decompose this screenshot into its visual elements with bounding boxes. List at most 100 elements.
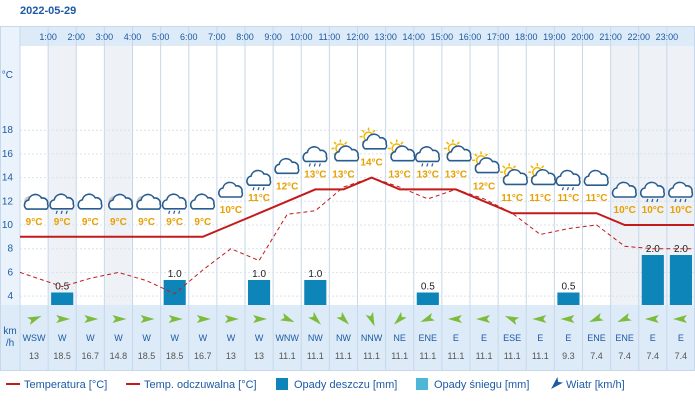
temperature-value-label: 9°C xyxy=(54,217,71,228)
sun-cloud-icon xyxy=(443,139,472,162)
cloud-icon xyxy=(274,157,300,175)
wind-arrow-shape xyxy=(589,313,604,322)
wind-direction-label: ENE xyxy=(587,333,606,343)
legend-wind-shape xyxy=(551,376,564,389)
rain-drop xyxy=(684,198,687,203)
wind-speed-label: 11.1 xyxy=(307,351,324,361)
cloud-icon xyxy=(583,169,609,186)
wind-speed-label: 11.1 xyxy=(448,351,465,361)
cloud-shape xyxy=(136,193,162,210)
y-tick-label: 4 xyxy=(7,291,13,302)
wind-arrow-icon xyxy=(589,313,604,322)
wind-direction-label: WSW xyxy=(23,333,46,343)
sun-ray xyxy=(372,129,376,133)
wind-direction-label: E xyxy=(537,333,543,343)
wind-arrow-shape xyxy=(112,315,127,323)
wind-arrow-shape xyxy=(84,315,99,323)
rain-value-label: 0.5 xyxy=(421,282,435,293)
wind-direction-label: W xyxy=(227,333,236,343)
temperature-value-label: 9°C xyxy=(166,217,183,228)
cloud-shape xyxy=(246,169,272,186)
wind-arrow-shape xyxy=(224,315,239,323)
cloud-shape xyxy=(23,193,49,210)
rain-drop xyxy=(571,186,575,191)
rain-drop xyxy=(252,186,255,191)
hour-label: 23:00 xyxy=(656,32,679,42)
cloud-shape xyxy=(390,145,416,162)
rain-bar xyxy=(51,292,74,305)
wind-arrow-icon xyxy=(644,315,659,323)
wind-speed-label: 11.1 xyxy=(476,351,493,361)
rain-bar xyxy=(416,292,439,305)
partly-cloudy-night-icon xyxy=(136,193,162,210)
legend-feels-like: Temp. odczuwalna [°C] xyxy=(144,379,257,391)
night-column xyxy=(104,46,133,305)
wind-direction-label: NW xyxy=(308,333,323,343)
sun-ray xyxy=(361,129,365,133)
wind-arrow-shape xyxy=(532,315,547,323)
hour-label: 5:00 xyxy=(152,32,170,42)
rain-cloud-icon xyxy=(246,169,272,191)
wind-direction-label: NE xyxy=(393,333,406,343)
hour-label: 1:00 xyxy=(39,32,57,42)
rain-drop xyxy=(262,186,265,191)
temperature-value-label: 12°C xyxy=(276,181,298,192)
partly-cloudy-night-icon xyxy=(23,193,49,210)
temperature-value-label: 11°C xyxy=(586,193,608,204)
hour-label: 17:00 xyxy=(487,32,510,42)
wind-speed-label: 18.5 xyxy=(166,351,184,361)
wind-direction-label: E xyxy=(453,333,459,343)
wind-direction-label: ESE xyxy=(503,333,521,343)
wind-direction-label: W xyxy=(58,333,67,343)
cloud-shape xyxy=(583,169,609,186)
rain-drop xyxy=(257,186,260,191)
sun-ray xyxy=(541,165,545,169)
sun-ray xyxy=(512,165,517,169)
cloud-shape xyxy=(474,157,500,174)
wind-arrow-shape xyxy=(420,313,435,322)
wind-direction-label: W xyxy=(86,333,95,343)
wind-arrow-shape xyxy=(308,311,321,325)
wind-arrow-icon xyxy=(447,315,462,323)
wind-arrow-icon xyxy=(168,315,183,323)
temperature-value-label: 13°C xyxy=(304,169,326,180)
wind-speed-label: 16.7 xyxy=(82,351,100,361)
wind-arrow-shape xyxy=(394,311,407,325)
wind-arrow-icon xyxy=(394,311,407,325)
wind-arrow-icon xyxy=(504,315,520,326)
cloud-shape xyxy=(49,193,75,210)
sun-cloud-icon xyxy=(359,127,388,150)
rain-cloud-icon xyxy=(49,193,75,215)
wind-arrow-shape xyxy=(476,315,491,323)
rain-drop xyxy=(313,163,316,167)
sun-ray xyxy=(333,141,337,145)
cloud-shape xyxy=(77,193,103,210)
wind-arrow-shape xyxy=(336,311,350,325)
cloud-shape xyxy=(668,181,694,198)
rain-drop xyxy=(561,186,565,191)
wind-speed-label: 7.4 xyxy=(647,351,660,361)
legend-wind: Wiatr [km/h] xyxy=(566,379,625,391)
wind-direction-label: W xyxy=(114,333,123,343)
sun-ray xyxy=(400,141,404,145)
hour-label: 6:00 xyxy=(180,32,198,42)
rain-bar xyxy=(669,255,692,305)
rain-value-label: 1.0 xyxy=(308,269,322,280)
wind-speed-label: 11.1 xyxy=(391,351,408,361)
temperature-line xyxy=(20,176,695,238)
legend-snow-swatch xyxy=(416,378,428,390)
wind-arrow-shape xyxy=(365,311,375,327)
wind-arrow-shape xyxy=(196,315,211,323)
temperature-value-label: 14°C xyxy=(360,158,382,169)
rain-value-label: 2.0 xyxy=(646,244,660,255)
temperature-value-label: 13°C xyxy=(389,169,411,180)
wind-direction-label: NNW xyxy=(361,333,383,343)
temperature-value-label: 9°C xyxy=(82,217,99,228)
sun-cloud-icon xyxy=(528,163,557,186)
wind-arrow-icon xyxy=(84,315,99,323)
cloud-shape xyxy=(446,145,472,162)
temperature-value-label: 10°C xyxy=(670,205,692,216)
temperature-value-label: 9°C xyxy=(110,217,127,228)
rain-drop xyxy=(65,210,68,215)
rain-drop xyxy=(646,198,649,203)
